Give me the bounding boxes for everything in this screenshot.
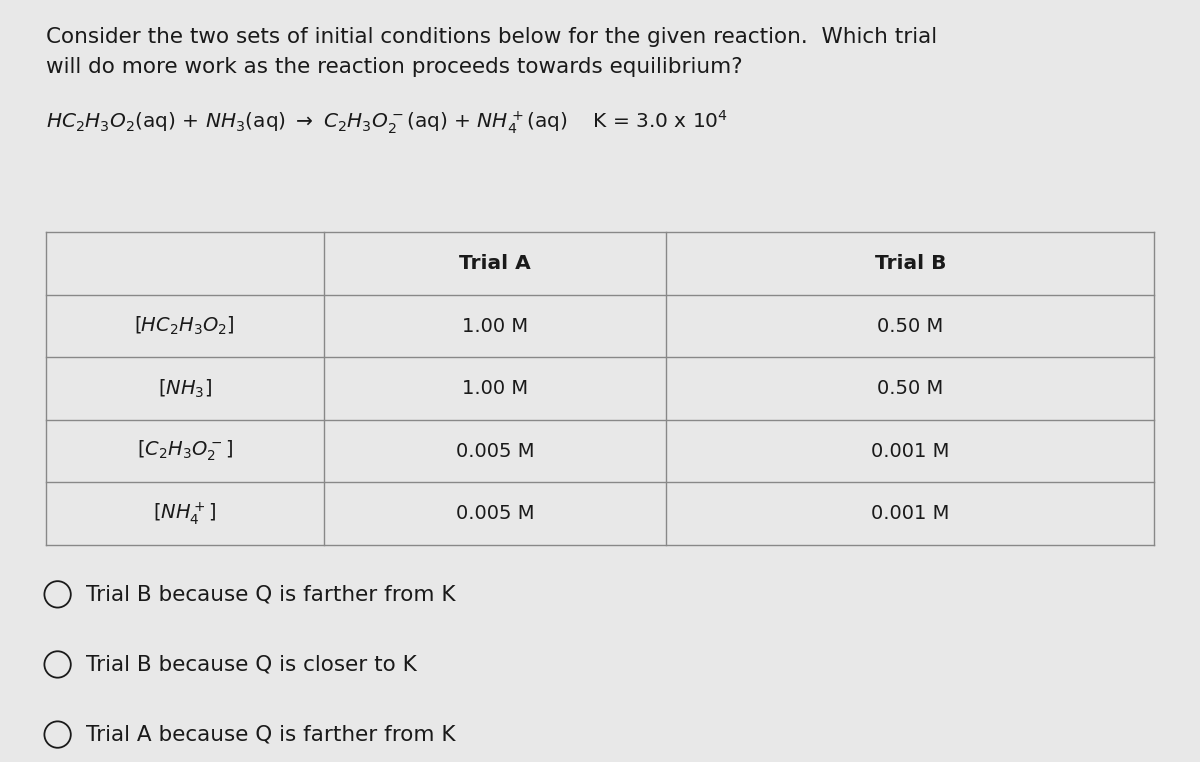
Text: Trial A: Trial A	[460, 255, 530, 273]
Text: 0.001 M: 0.001 M	[871, 442, 949, 460]
Text: Consider the two sets of initial conditions below for the given reaction.  Which: Consider the two sets of initial conditi…	[46, 27, 937, 46]
Text: 0.50 M: 0.50 M	[877, 317, 943, 335]
Text: Trial B because Q is farther from K: Trial B because Q is farther from K	[86, 584, 456, 604]
Text: Trial B because Q is closer to K: Trial B because Q is closer to K	[86, 655, 418, 674]
Text: 0.005 M: 0.005 M	[456, 442, 534, 460]
Text: will do more work as the reaction proceeds towards equilibrium?: will do more work as the reaction procee…	[46, 57, 743, 77]
Text: Trial A because Q is farther from K: Trial A because Q is farther from K	[86, 725, 456, 744]
Text: 1.00 M: 1.00 M	[462, 317, 528, 335]
Text: Trial B: Trial B	[875, 255, 946, 273]
Text: $[C_2H_3O_2^-]$: $[C_2H_3O_2^-]$	[137, 439, 233, 463]
Text: 0.001 M: 0.001 M	[871, 504, 949, 523]
Text: 0.50 M: 0.50 M	[877, 379, 943, 398]
Text: $HC_2H_3O_2$(aq) + $NH_3$(aq) $\rightarrow$ $C_2H_3O_2^-$(aq) + $NH_4^+$(aq)    : $HC_2H_3O_2$(aq) + $NH_3$(aq) $\rightarr…	[46, 108, 727, 136]
Text: $[NH_4^+]$: $[NH_4^+]$	[154, 500, 216, 527]
Text: $[HC_2H_3O_2]$: $[HC_2H_3O_2]$	[134, 315, 235, 338]
Text: 1.00 M: 1.00 M	[462, 379, 528, 398]
Text: $[NH_3]$: $[NH_3]$	[158, 377, 211, 400]
Text: 0.005 M: 0.005 M	[456, 504, 534, 523]
